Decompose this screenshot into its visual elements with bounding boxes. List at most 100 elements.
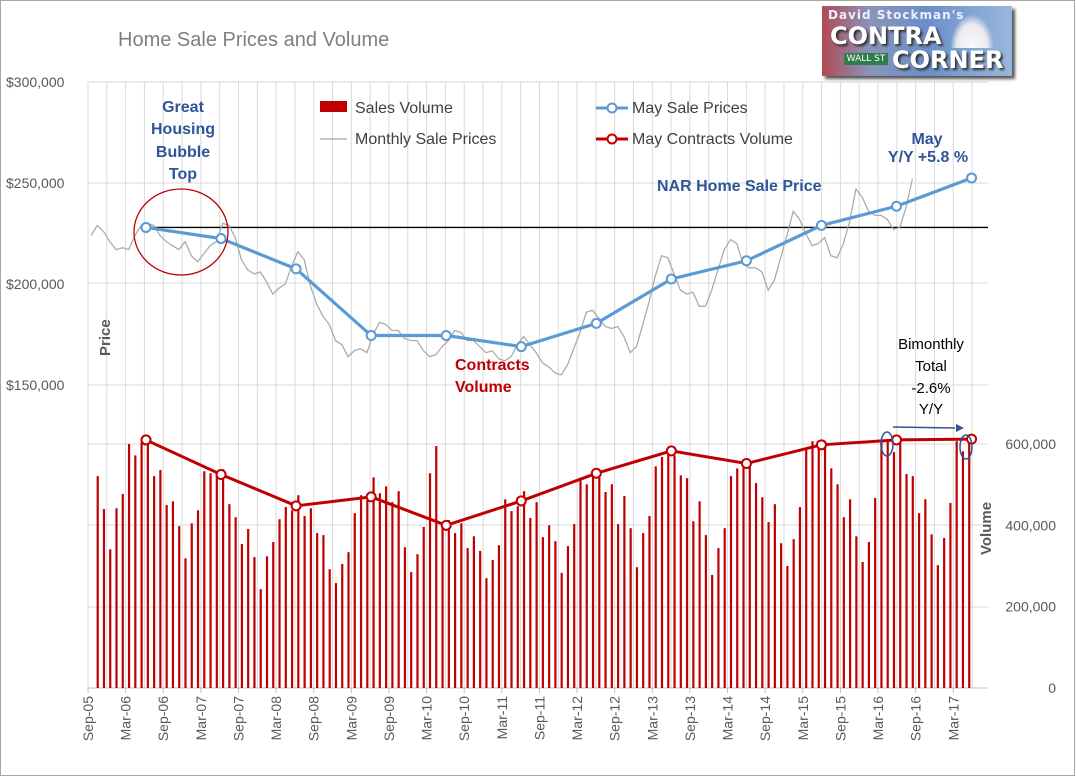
x-tick-label: Sep-13 [682,696,698,741]
sales-volume-bar [642,533,645,688]
sales-volume-bar [102,509,106,688]
annotation-contracts: Contracts [455,357,530,374]
sales-volume-bar [353,513,356,688]
sales-volume-bar [491,559,494,688]
sales-volume-bar [215,473,218,688]
sales-volume-bar [397,491,400,688]
x-tick-label: Sep-08 [306,696,322,741]
sales-volume-bar [222,469,225,688]
sales-volume-bar [447,520,450,688]
sales-volume-bar [685,478,689,688]
sales-volume-bar [598,475,601,688]
sales-volume-bar [773,504,776,688]
sales-volume-bar [692,521,695,688]
sales-volume-bar [510,511,513,688]
sales-volume-bar [190,523,193,688]
sales-volume-bar [134,455,137,688]
bubble-circle [133,188,229,276]
sales-volume-bar [504,499,507,688]
capitol-dome-icon [950,14,994,48]
may-price-marker [365,330,377,342]
may-contracts-marker [740,458,752,470]
may-sale-prices-line [145,176,973,349]
wall-street-sign-icon: WALL ST [844,53,888,65]
sales-volume-bar [742,464,745,688]
sales-volume-bar [253,557,256,688]
legend-swatch-sales-volume [320,101,347,112]
sales-volume-bar [679,475,682,688]
sales-volume-bar [629,528,632,688]
sales-volume-bar [968,440,971,688]
may-price-marker [515,341,527,353]
sales-volume-bar [911,476,914,688]
sales-volume-bar [754,483,758,688]
sales-volume-bar [328,569,331,688]
may-price-marker [290,263,302,275]
sales-volume-bar [165,505,168,688]
sales-volume-bar [479,550,482,688]
x-tick-label: Sep-15 [832,696,848,741]
sales-volume-bar [535,502,538,688]
may-contracts-marker [215,469,227,480]
sales-volume-bar [874,498,877,688]
sales-volume-bar [861,561,864,688]
sales-volume-bar [591,473,595,688]
sales-volume-bar [930,534,933,688]
sales-volume-bar [265,556,269,688]
x-tick-label: Sep-10 [456,696,472,741]
sales-volume-bar [667,450,670,688]
sales-volume-bar [711,574,714,688]
sales-volume-bar [704,535,707,688]
sales-volume-bar [435,446,438,688]
legend-may-contracts-volume: May Contracts Volume [632,131,793,148]
svg-text:Bubble: Bubble [156,144,210,161]
may-price-marker [665,273,677,285]
sales-volume-bar [460,523,463,688]
may-price-marker [891,200,903,212]
sales-volume-bar [529,518,532,688]
sales-volume-bar [391,502,394,688]
sales-volume-bar [366,500,369,688]
sales-volume-bar [955,441,958,688]
may-sale-prices-markers [140,172,978,353]
sales-volume-bar [905,474,908,688]
y-axis-right-label: Volume [978,502,995,555]
sales-volume-bar [805,450,808,688]
sales-volume-bar [673,455,676,688]
y-right-tick-label: 600,000 [1005,436,1056,452]
sales-volume-bar [761,497,764,688]
sales-volume-bar [428,473,432,688]
sales-volume-bar [196,510,200,688]
sales-volume-bar [880,442,883,688]
sales-volume-bar [209,473,212,688]
sales-volume-bar [836,484,839,688]
sales-volume-bar [698,501,701,688]
sales-volume-bar [617,524,620,688]
sales-volume-bar [203,471,206,688]
sales-volume-bar [303,515,306,688]
x-axis-ticks: Sep-05 Mar-06 Sep-06 Mar-07 Sep-07 Mar-08 Sep-… [80,688,961,741]
sales-volume-bar [867,542,871,688]
sales-volume-bar [786,566,789,688]
sales-volume-bar [943,537,946,688]
may-price-marker [966,172,978,184]
may-price-marker [740,255,752,267]
sales-volume-bar [385,486,388,688]
svg-text:Total: Total [915,358,947,375]
sales-volume-bar [309,508,312,688]
sales-volume-bar [830,468,833,688]
y-axis-left-ticks: $150,000 $200,000 $250,000 $300,000 [6,74,65,393]
sales-volume-bar [497,545,501,688]
annotation-nar: NAR Home Sale Price [657,178,822,195]
highlight-ellipse-2017 [959,434,973,460]
sales-volume-bar [892,452,896,688]
arrow-head-icon [956,424,964,432]
sales-volume-bar [372,477,375,688]
sales-volume-bar [403,547,407,688]
may-contracts-marker [140,434,152,446]
sales-volume-bar [585,484,588,688]
sales-volume-bar [334,583,338,688]
may-contracts-marker [590,467,602,479]
sales-volume-bar [792,539,795,688]
